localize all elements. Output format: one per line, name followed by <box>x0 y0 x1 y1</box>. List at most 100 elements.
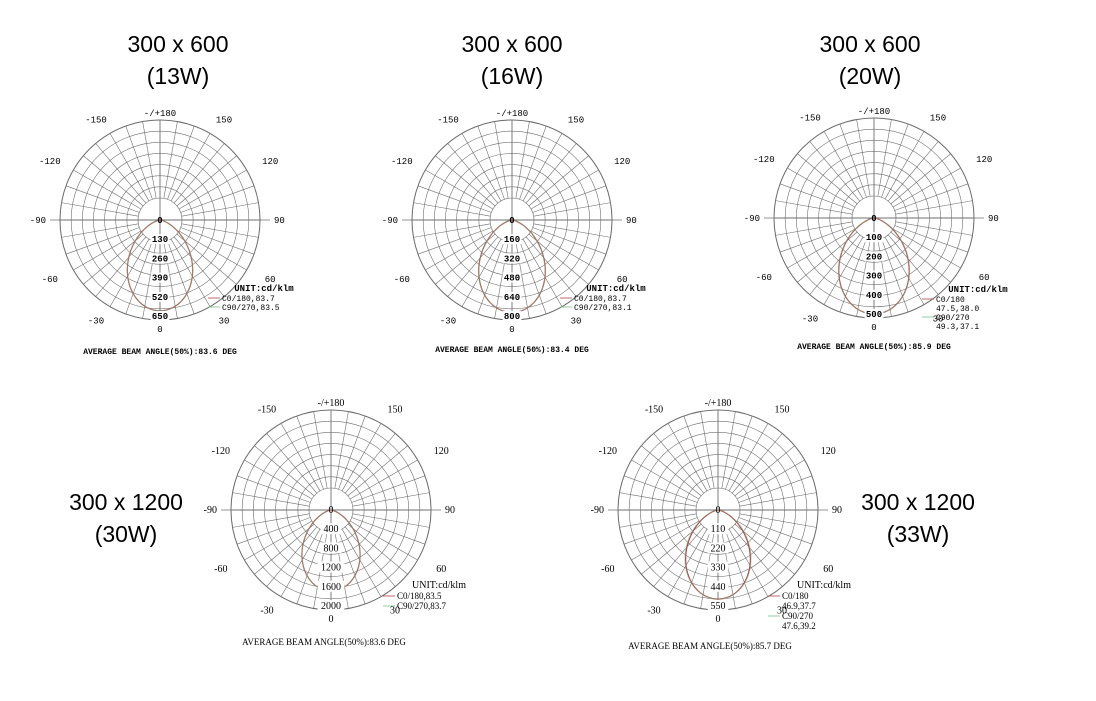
angle-label-minus120: -120 <box>753 155 775 165</box>
grid-spoke <box>533 223 611 238</box>
chart-title-0-line1: 300 x 600 <box>127 31 229 57</box>
angle-label-minus30: -30 <box>260 605 273 616</box>
grid-spoke <box>739 492 817 507</box>
grid-spoke <box>653 526 705 587</box>
angle-label-120: 120 <box>262 157 278 167</box>
angle-label-60: 60 <box>823 564 833 575</box>
ring-label-bg <box>150 291 170 302</box>
ring-label-bg <box>502 272 522 283</box>
angle-label-right: 90 <box>274 216 285 226</box>
angle-label-minus150: -150 <box>645 405 663 416</box>
grid-spoke <box>890 153 951 205</box>
grid-spoke <box>417 185 492 213</box>
polar-chart-3: 0 400 800 1200 1600 2000 -/+180 0 -90 90 -150 -120 1… <box>204 398 467 647</box>
angle-label-bottom: 0 <box>329 614 334 625</box>
grid-spoke <box>530 169 599 210</box>
grid-spoke <box>109 238 150 307</box>
ring-label-bg <box>864 309 884 319</box>
angle-label-minus30: -30 <box>88 316 104 326</box>
grid-spoke <box>173 143 225 204</box>
angle-label-top: -/+180 <box>705 398 732 409</box>
grid-spoke <box>413 223 491 238</box>
angle-label-minus150: -150 <box>437 116 459 126</box>
chart-title-3: 300 x 1200 (30W) <box>16 486 236 550</box>
grid-spoke <box>728 528 769 597</box>
angle-label-30: 30 <box>933 314 944 324</box>
grid-spoke <box>341 423 382 492</box>
chart-title-1-line2: (16W) <box>480 63 544 89</box>
grid-spoke <box>347 523 408 575</box>
ring-label-bg <box>502 311 522 321</box>
grid-spoke <box>266 433 318 494</box>
grid-spoke <box>344 526 396 587</box>
angle-label-minus120: -120 <box>39 157 61 167</box>
beam-angle-footer: AVERAGE BEAM ANGLE(50%):85.9 DEG <box>797 343 951 352</box>
ring-value-label: 220 <box>711 543 726 554</box>
grid-spoke <box>683 415 711 490</box>
angle-label-150: 150 <box>568 116 584 126</box>
grid-spoke <box>232 492 310 507</box>
angle-label-30: 30 <box>777 605 787 616</box>
grid-spoke <box>631 520 700 561</box>
series-curve-c90-270 <box>126 219 194 312</box>
grid-spoke <box>881 238 909 313</box>
ring-label-bg <box>317 580 345 592</box>
grid-spoke <box>839 238 867 313</box>
ring-label-bg <box>320 542 342 554</box>
grid-spoke <box>167 240 195 315</box>
grid-spoke <box>477 240 505 315</box>
ring-value-label: 160 <box>504 235 520 245</box>
grid-spoke <box>95 143 147 204</box>
grid-spoke <box>296 530 324 605</box>
angle-label-150: 150 <box>216 116 232 126</box>
ring-value-label: 330 <box>711 563 726 574</box>
chart-title-1: 300 x 600 (16W) <box>402 28 622 92</box>
legend-entry: C90/270 <box>936 314 970 323</box>
ring-value-label: 0 <box>509 216 514 226</box>
grid-spoke <box>232 513 310 528</box>
grid-spoke <box>244 459 313 500</box>
grid-spoke <box>779 183 854 211</box>
grid-spoke <box>528 233 589 285</box>
grid-spoke <box>892 228 961 269</box>
grid-spoke <box>142 121 157 199</box>
ring-value-label: 1600 <box>321 582 341 593</box>
grid-spoke <box>641 445 702 497</box>
beam-angle-footer: AVERAGE BEAM ANGLE(50%):83.6 DEG <box>242 637 406 647</box>
ring-value-label: 800 <box>324 543 339 554</box>
grid-spoke <box>73 169 142 210</box>
grid-spoke <box>344 433 396 494</box>
grid-spoke <box>176 233 237 285</box>
grid-spoke <box>447 143 499 204</box>
angle-label-minus60: -60 <box>42 275 58 285</box>
angle-label-left: -90 <box>744 214 760 224</box>
ring-value-label: 260 <box>152 254 168 264</box>
grid-spoke <box>739 513 817 528</box>
grid-spoke <box>254 523 315 575</box>
grid-spoke <box>525 236 577 297</box>
grid-spoke <box>351 475 426 503</box>
grid-spoke <box>787 167 856 208</box>
chart-title-0: 300 x 600 (13W) <box>68 28 288 92</box>
grid-spoke <box>435 155 496 207</box>
grid-spoke <box>887 234 939 295</box>
grid-spoke <box>809 234 861 295</box>
grid-spoke <box>877 119 892 197</box>
angle-label-150: 150 <box>388 405 403 416</box>
grid-spoke <box>266 526 318 587</box>
ring-value-label: 520 <box>152 293 168 303</box>
grid-spoke <box>895 200 973 215</box>
ring-label-bg <box>150 272 170 283</box>
ring-value-label: 200 <box>866 252 882 262</box>
ring-value-label: 300 <box>866 272 882 282</box>
grid-spoke <box>736 459 805 500</box>
grid-spoke <box>173 236 225 297</box>
angle-label-minus150: -150 <box>258 405 276 416</box>
legend: UNIT:cd/klmC0/18046.9,37.7C90/27047.6,39… <box>768 580 851 631</box>
legend: UNIT:cd/klmC0/18047.5,38.0C90/27049.3,37… <box>922 285 1008 332</box>
grid-spoke <box>700 411 715 489</box>
grid-spoke <box>884 131 925 200</box>
ring-value-label: 650 <box>152 312 168 322</box>
grid-spoke <box>731 433 783 494</box>
